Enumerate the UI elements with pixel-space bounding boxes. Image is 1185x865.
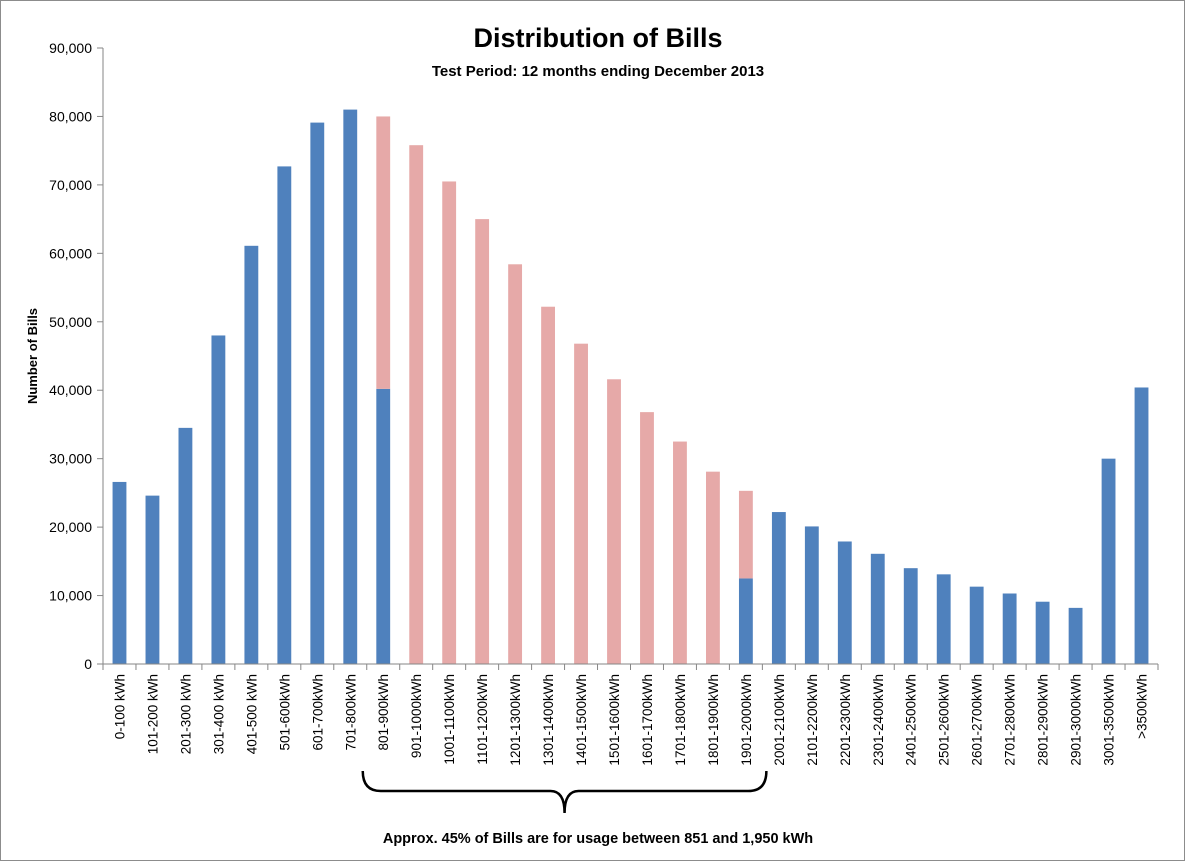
bar-pink-16 [640,412,654,664]
x-tick-label: 2001-2100kWh [772,674,787,766]
chart-subtitle: Test Period: 12 months ending December 2… [432,63,764,80]
x-tick-label: 1401-1500kWh [574,674,589,766]
bar-blue-0 [112,481,127,664]
bar-blue-31 [1134,387,1149,664]
x-tick-label: 1901-2000kWh [739,674,754,766]
y-tick-label: 90,000 [49,40,92,56]
bar-blue-28 [1035,601,1050,664]
y-axis-label: Number of Bills [25,308,40,404]
x-tick-label: 1301-1400kWh [541,674,556,766]
annotation-text: Approx. 45% of Bills are for usage betwe… [383,831,813,847]
x-tick-label: 901-1000kWh [409,674,424,758]
y-tick-label: 10,000 [49,588,92,604]
x-tick-label: 201-300 kWh [178,674,193,754]
x-tick-label: 2801-2900kWh [1036,674,1051,766]
x-tick-label: 2401-2500kWh [904,674,919,766]
bar-blue-30 [1101,458,1116,664]
x-tick-label: 1101-1200kWh [475,674,490,765]
y-axis-ticks: 0 10,000 20,000 30,000 40,000 50,000 60,000 70,… [49,40,103,672]
y-tick-label: 80,000 [49,108,92,124]
bar-blue-5 [277,166,292,665]
y-tick-label: 70,000 [49,177,92,193]
x-tick-label: 1601-1700kWh [640,674,655,766]
bar-blue-21 [804,526,819,664]
x-tick-label: 1801-1900kWh [706,674,721,766]
bar-blue-2 [178,427,193,664]
x-tick-label: 701-800kWh [343,674,358,751]
bar-pink-10 [442,181,457,664]
bar-blue-25 [936,574,951,664]
x-tick-label: 2901-3000kWh [1069,674,1084,766]
x-tick-label: >3500kWh [1135,674,1150,739]
y-tick-label: 20,000 [49,519,92,535]
bar-pink-13 [541,306,556,664]
bar-pink-19 [738,490,753,579]
bar-blue-19 [738,578,753,664]
bar-pink-14 [574,343,588,664]
y-tick-label: 0 [84,656,92,672]
bar-blue-4 [244,245,259,664]
x-tick-label: 3001-3500kWh [1102,674,1117,766]
y-tick-label: 50,000 [49,314,92,330]
x-tick-label: 2201-2300kWh [838,674,853,766]
x-tick-label: 0-100 kWh [112,674,127,739]
x-tick-label: 801-900kWh [376,674,391,751]
annotation-bracket [361,770,768,814]
x-tick-label: 2501-2600kWh [937,674,952,766]
axes [102,48,1158,665]
bar-blue-7 [343,109,358,665]
bar-blue-29 [1068,607,1083,664]
x-tick-label: 601-700kWh [310,674,325,751]
x-axis-ticks: 0-100 kWh 101-200 kWh 201-300 kWh 301-400 k… [102,664,1159,766]
bar-pink-15 [607,379,621,664]
bar-pink-17 [673,441,687,664]
bar-blue-23 [870,553,885,664]
x-tick-label: 2101-2200kWh [805,674,820,766]
y-tick-label: 40,000 [49,382,92,398]
bar-pink-9 [409,145,424,665]
x-tick-label: 1501-1600kWh [607,674,622,766]
x-tick-label: 1001-1100kWh [442,674,457,765]
chart-title: Distribution of Bills [474,23,723,53]
bar-blue-1 [145,495,160,664]
bar-blue-26 [969,586,984,664]
bar-blue-22 [837,541,852,664]
y-tick-label: 30,000 [49,451,92,467]
bar-blue-8 [376,388,391,664]
x-tick-label: 101-200 kWh [145,674,160,754]
bars [112,109,1149,665]
bar-pink-12 [508,264,523,664]
bar-blue-24 [903,568,918,664]
x-tick-label: 301-400 kWh [211,674,226,754]
bar-blue-6 [310,122,325,665]
bar-blue-20 [771,512,786,664]
bar-pink-18 [705,471,720,664]
bar-pink-8 [376,116,391,389]
x-tick-label: 2601-2700kWh [970,674,985,766]
y-tick-label: 60,000 [49,245,92,261]
bar-pink-11 [475,219,490,664]
x-tick-label: 2701-2800kWh [1003,674,1018,766]
x-tick-label: 1201-1300kWh [508,674,523,766]
x-tick-label: 401-500 kWh [244,674,259,754]
x-tick-label: 2301-2400kWh [871,674,886,766]
x-tick-label: 1701-1800kWh [673,674,688,766]
x-tick-label: 501-600kWh [277,674,292,751]
bar-blue-3 [211,335,226,664]
bar-blue-27 [1002,593,1017,664]
